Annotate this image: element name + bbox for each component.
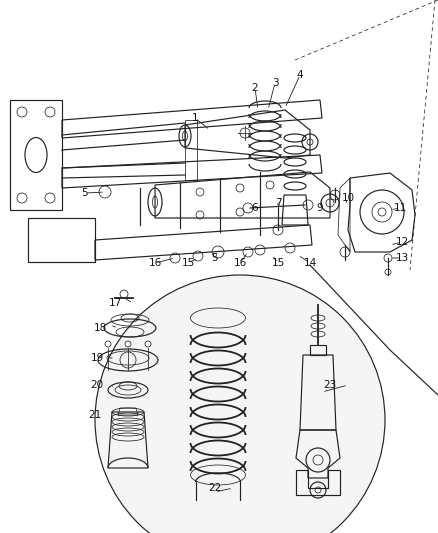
Text: 23: 23	[323, 380, 337, 390]
Text: 5: 5	[212, 253, 218, 263]
Text: 21: 21	[88, 410, 102, 420]
Text: 6: 6	[252, 203, 258, 213]
Text: 12: 12	[396, 237, 409, 247]
Text: 4: 4	[297, 70, 303, 80]
Text: 15: 15	[181, 258, 194, 268]
Text: 10: 10	[342, 193, 355, 203]
Text: 22: 22	[208, 483, 222, 493]
Text: 13: 13	[396, 253, 409, 263]
Text: 11: 11	[393, 203, 406, 213]
Text: 5: 5	[82, 188, 88, 198]
Text: 16: 16	[148, 258, 162, 268]
Text: 17: 17	[108, 298, 122, 308]
Text: 2: 2	[252, 83, 258, 93]
Text: 20: 20	[90, 380, 103, 390]
Text: 16: 16	[233, 258, 247, 268]
Text: 3: 3	[272, 78, 278, 88]
Circle shape	[95, 275, 385, 533]
Text: 15: 15	[272, 258, 285, 268]
Text: 19: 19	[90, 353, 104, 363]
Text: 7: 7	[275, 198, 281, 208]
Text: 14: 14	[304, 258, 317, 268]
Text: 18: 18	[93, 323, 106, 333]
Text: 9: 9	[317, 203, 323, 213]
Text: 1: 1	[192, 113, 198, 123]
